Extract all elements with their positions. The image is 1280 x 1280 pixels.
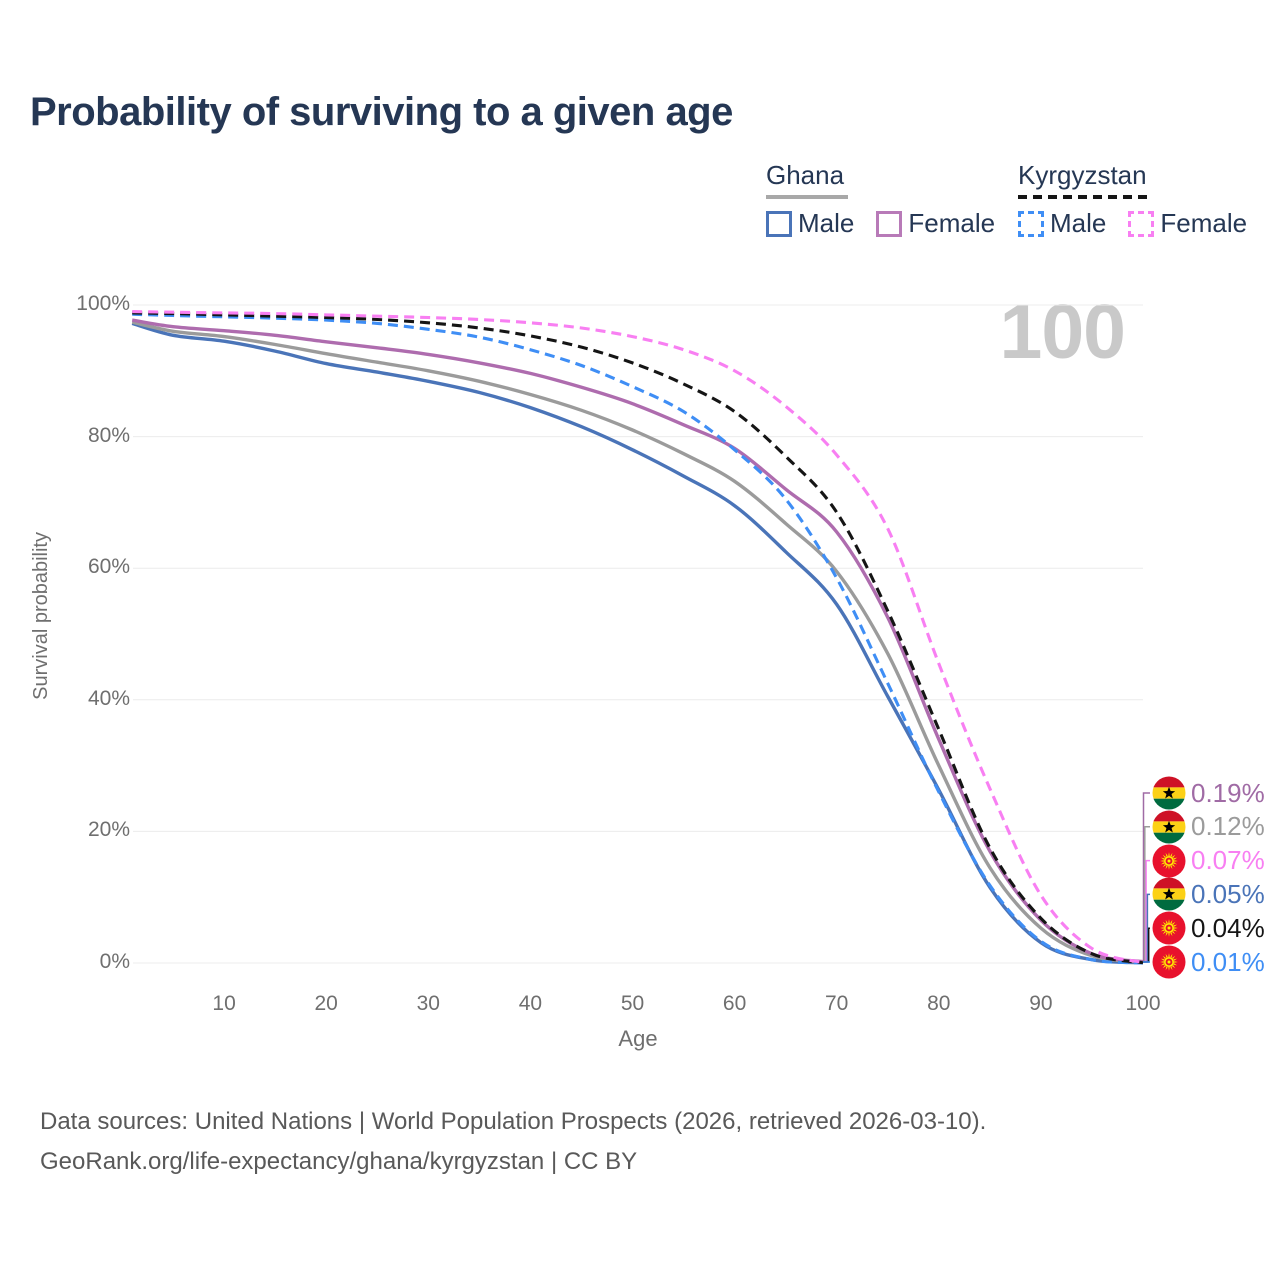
footer-attribution: GeoRank.org/life-expectancy/ghana/kyrgyz…: [40, 1148, 638, 1175]
kyrgyzstan-flag-icon: [1152, 911, 1186, 945]
x-tick-label: 40: [518, 992, 543, 1015]
end-label-value: 0.01%: [1191, 946, 1265, 977]
legend-item-kyrgyzstan-male[interactable]: Male: [1018, 208, 1106, 239]
x-tick-label: 60: [722, 992, 747, 1015]
page-title: Probability of surviving to a given age: [30, 90, 733, 134]
x-tick-label: 70: [825, 992, 849, 1015]
ghana-flag-icon: [1152, 776, 1186, 810]
x-tick-label: 20: [314, 992, 338, 1015]
legend-item-label: Male: [798, 208, 855, 238]
end-label-kyrgyzstan-all: 0.04%: [1152, 911, 1265, 945]
kyrgyzstan-flag-icon: [1152, 844, 1186, 878]
end-label-value: 0.07%: [1191, 845, 1265, 876]
legend-item-label: Male: [1050, 208, 1107, 238]
y-tick-label: 40%: [87, 686, 130, 710]
end-label-ghana-all: 0.12%: [1152, 810, 1265, 844]
ghana-female-swatch-icon: [876, 210, 903, 237]
x-tick-label: 80: [927, 992, 951, 1015]
end-label-value: 0.19%: [1191, 777, 1265, 808]
series-line-ghana-female[interactable]: [131, 318, 1144, 964]
end-label-ghana-female: 0.19%: [1152, 776, 1265, 810]
x-tick-label: 100: [1125, 992, 1161, 1015]
legend-item-kyrgyzstan-female[interactable]: Female: [1128, 208, 1247, 239]
legend-item-label: Female: [908, 208, 996, 238]
legend-kyrgyzstan-underline: [1018, 195, 1148, 199]
series-line-ghana-all[interactable]: [131, 320, 1144, 964]
legend-kyrgyzstan-title: Kyrgyzstan: [1018, 160, 1147, 190]
y-tick-label: 60%: [87, 555, 130, 579]
legend-ghana-title: Ghana: [766, 160, 845, 190]
y-tick-label: 80%: [87, 423, 130, 447]
x-tick-label: 30: [416, 992, 440, 1015]
x-axis-title: Age: [618, 1026, 658, 1051]
ghana-flag-icon: [1152, 810, 1186, 844]
footer-data-sources: Data sources: United Nations | World Pop…: [40, 1108, 987, 1135]
x-tick-label: 90: [1029, 992, 1053, 1015]
x-tick-label: 50: [620, 992, 645, 1015]
series-line-kyrgyzstan-female[interactable]: [132, 310, 1144, 965]
y-tick-label: 100%: [76, 292, 130, 315]
kyrgyzstan-male-swatch-icon: [1018, 210, 1044, 237]
series-line-kyrgyzstan-male[interactable]: [132, 312, 1144, 965]
legend-group-ghana: Ghana Male Female: [766, 160, 995, 239]
end-label-leader-lines: [1142, 792, 1150, 963]
end-label-kyrgyzstan-male: 0.01%: [1152, 945, 1265, 979]
end-label-kyrgyzstan-female: 0.07%: [1152, 844, 1265, 878]
gridlines: [133, 304, 1143, 964]
legend-item-label: Female: [1160, 208, 1248, 238]
end-label-value: 0.12%: [1191, 811, 1265, 842]
age-100-watermark: 100: [999, 289, 1126, 375]
series-line-kyrgyzstan-all[interactable]: [132, 311, 1144, 965]
end-label-value: 0.04%: [1191, 912, 1265, 943]
legend-group-kyrgyzstan: Kyrgyzstan Male Female: [1018, 160, 1247, 239]
x-tick-label: 10: [212, 992, 236, 1015]
kyrgyzstan-flag-icon: [1152, 945, 1186, 979]
legend-item-ghana-male[interactable]: Male: [766, 208, 854, 239]
survival-curves: [131, 310, 1144, 965]
y-tick-label: 0%: [99, 950, 130, 973]
end-label-value: 0.05%: [1191, 878, 1265, 909]
legend-ghana-underline: [766, 195, 848, 199]
kyrgyzstan-female-swatch-icon: [1128, 210, 1155, 237]
legend-item-ghana-female[interactable]: Female: [876, 208, 995, 239]
y-tick-label: 20%: [87, 818, 130, 842]
ghana-male-swatch-icon: [766, 210, 792, 237]
end-label-ghana-male: 0.05%: [1152, 877, 1265, 911]
ghana-flag-icon: [1152, 877, 1186, 911]
